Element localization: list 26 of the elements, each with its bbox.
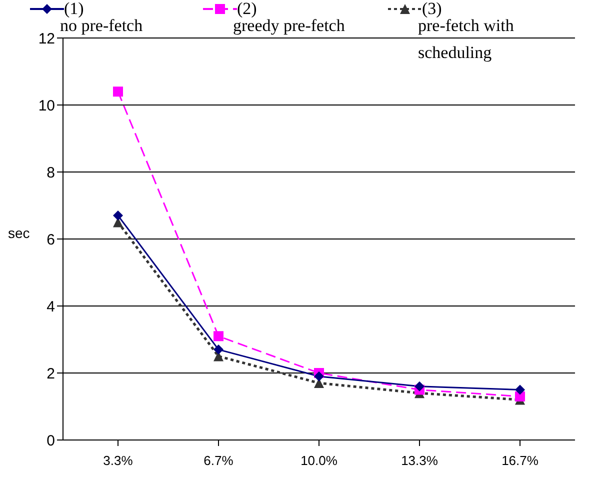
point: [214, 344, 224, 355]
text: greedy pre-fetch: [233, 16, 346, 37]
point: [113, 86, 123, 97]
legend-label: (2): [237, 0, 257, 19]
y-axis-title: sec: [8, 224, 30, 241]
y-tick-label: 6: [46, 231, 55, 248]
legend-label: (1): [64, 0, 84, 19]
point: [214, 331, 224, 342]
y-tick-label: 12: [38, 30, 55, 48]
y-tick-label: 0: [46, 432, 55, 450]
y-tick-label: 4: [46, 298, 55, 316]
x-tick-label: 6.7%: [204, 453, 234, 468]
y-tick-label: 8: [46, 164, 55, 182]
y-tick-label: 2: [46, 365, 55, 382]
x-tick-label: 3.3%: [103, 453, 134, 468]
x-tick-label: 16.7%: [502, 453, 539, 468]
y-tick-label: 10: [38, 97, 55, 114]
point: [414, 381, 424, 392]
legend-label: (3): [422, 0, 442, 19]
annotation: pre-fetch with scheduling: [418, 16, 515, 64]
point: [113, 210, 123, 221]
x-tick-label: 10.0%: [300, 453, 338, 468]
x-tick-label: 13.3%: [401, 453, 438, 468]
text: no pre-fetch: [60, 16, 144, 37]
point: [314, 371, 324, 382]
point: [515, 384, 525, 395]
